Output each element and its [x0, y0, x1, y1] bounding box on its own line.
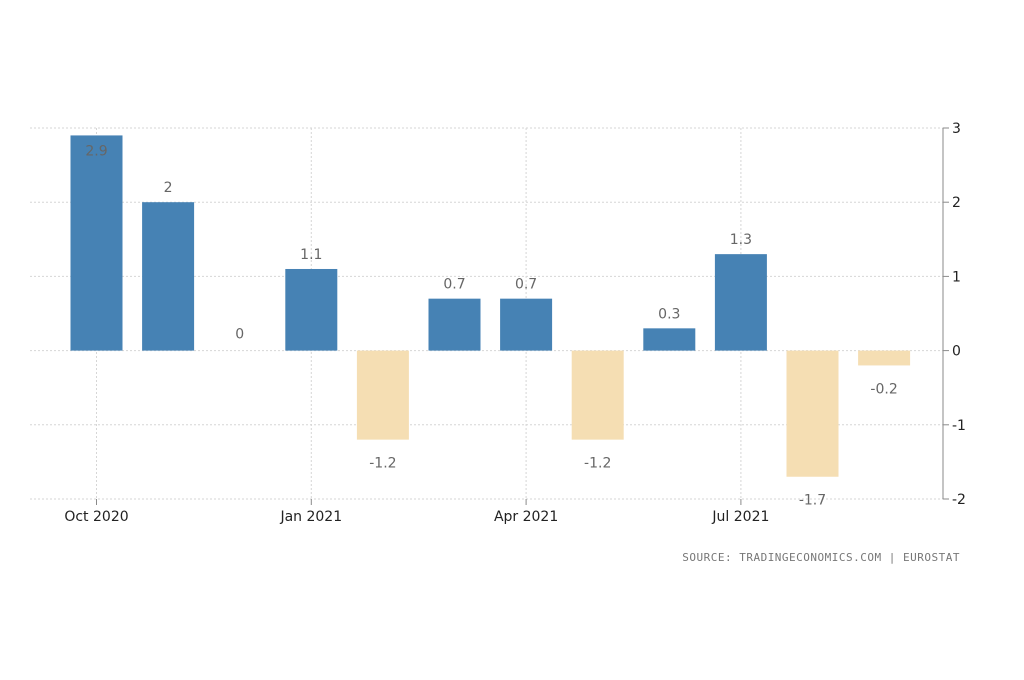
data-label: 2 — [164, 180, 173, 196]
x-tick-label: Jul 2021 — [711, 509, 769, 525]
y-tick-label: 1 — [952, 269, 961, 285]
y-tick-label: 2 — [952, 195, 961, 211]
bar-feb-2021 — [356, 350, 409, 440]
data-labels-layer: 2.9 2 0 1.1 -1.2 0.7 0.7 -1.2 0.3 1.3 -1.7 -0.2 — [85, 143, 897, 508]
bar-nov-2020 — [142, 202, 195, 351]
bar-jun-2021 — [643, 328, 696, 351]
x-tick-label: Oct 2020 — [64, 509, 128, 525]
bar-jul-2021 — [714, 254, 767, 351]
data-label: 0.7 — [515, 277, 537, 293]
bar-mar-2021 — [428, 298, 481, 351]
data-label: 0.7 — [443, 277, 465, 293]
bar-sep-2021 — [858, 350, 911, 366]
y-tick-label: -2 — [952, 492, 966, 508]
data-label: -1.2 — [584, 456, 611, 472]
source-attribution: SOURCE: TRADINGECONOMICS.COM | EUROSTAT — [682, 551, 960, 564]
bar-jan-2021 — [285, 268, 338, 351]
axis-layer: 3 2 1 0 -1 -2 Oct 2020 Jan 2021 Apr 2021 Jul 2021 — [64, 121, 966, 525]
data-label: 1.1 — [300, 247, 322, 263]
bar-aug-2021 — [786, 350, 839, 477]
bars-layer — [70, 135, 911, 477]
data-label: 2.9 — [85, 143, 107, 159]
x-tick-label: Apr 2021 — [494, 509, 558, 525]
data-label: -0.2 — [870, 381, 897, 397]
y-tick-label: 0 — [952, 344, 961, 360]
data-label: 1.3 — [730, 232, 752, 248]
bar-oct-2020 — [70, 135, 123, 351]
data-label: -1.2 — [369, 456, 396, 472]
x-tick-label: Jan 2021 — [279, 509, 342, 525]
y-tick-label: -1 — [952, 418, 966, 434]
y-tick-label: 3 — [952, 121, 961, 137]
data-label: 0 — [235, 327, 244, 343]
data-label: 0.3 — [658, 306, 680, 322]
data-label: -1.7 — [799, 493, 826, 509]
bar-may-2021 — [571, 350, 624, 440]
bar-apr-2021 — [500, 298, 553, 351]
